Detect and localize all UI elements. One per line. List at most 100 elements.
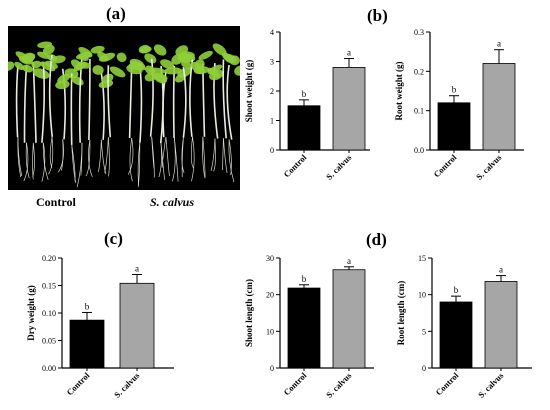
stem xyxy=(227,65,232,140)
category-label: Control xyxy=(433,370,460,397)
root xyxy=(191,137,194,169)
bar-control xyxy=(70,320,104,368)
y-tick-label: 0.15 xyxy=(42,282,56,291)
significance-letter: b xyxy=(85,301,90,311)
panel-label-a: (a) xyxy=(106,5,126,22)
y-tick-label: 0 xyxy=(270,364,274,373)
category-label: Control xyxy=(281,152,308,179)
root xyxy=(108,137,109,176)
leaf xyxy=(115,51,129,65)
panel-label-b: (b) xyxy=(367,7,388,24)
stem xyxy=(174,66,175,138)
bar-treatment xyxy=(485,281,517,368)
root xyxy=(88,140,92,177)
root xyxy=(159,143,162,177)
leaf xyxy=(8,60,16,73)
y-axis-label: Dry weight (g) xyxy=(26,285,36,341)
root xyxy=(130,138,132,181)
panel-label-d: (d) xyxy=(366,231,387,248)
y-tick-label: 0.3 xyxy=(414,28,424,37)
y-tick-label: 5 xyxy=(422,327,426,336)
y-tick-label: 2 xyxy=(270,87,274,96)
root xyxy=(98,140,101,172)
significance-letter: a xyxy=(347,48,351,58)
significance-letter: b xyxy=(454,285,459,295)
y-tick-label: 4 xyxy=(270,28,274,37)
significance-letter: a xyxy=(499,265,503,275)
stem xyxy=(17,65,18,137)
bar-control xyxy=(288,288,320,368)
y-tick-label: 10 xyxy=(266,327,274,336)
y-tick-label: 30 xyxy=(266,254,274,263)
category-label: S. calvus xyxy=(476,370,506,400)
photo-caption-treatment: S. calvus xyxy=(150,196,194,208)
significance-letter: b xyxy=(302,274,307,284)
category-label: S. calvus xyxy=(112,370,142,400)
stem xyxy=(130,66,132,138)
y-tick-label: 0.10 xyxy=(42,309,56,318)
y-tick-label: 3 xyxy=(270,58,274,67)
stem xyxy=(140,64,142,143)
significance-letter: b xyxy=(452,85,457,95)
y-tick-label: 0.0 xyxy=(414,146,424,155)
root xyxy=(105,137,109,173)
category-label: Control xyxy=(281,370,308,397)
root xyxy=(162,137,166,168)
bar-control xyxy=(438,103,470,150)
stem xyxy=(223,59,226,138)
leaf xyxy=(233,64,240,77)
category-label: S. calvus xyxy=(324,370,354,400)
y-tick-label: 0.05 xyxy=(42,337,56,346)
significance-letter: b xyxy=(302,89,307,99)
plant-photo-drawing xyxy=(8,26,240,190)
root xyxy=(166,137,169,176)
leaf xyxy=(152,42,169,58)
leaf xyxy=(55,79,71,90)
category-label: S. calvus xyxy=(324,152,354,182)
leaf xyxy=(143,51,159,65)
root xyxy=(48,137,52,174)
dry-weight-chart: 0.00 0.05 0.10 0.15 0.20 Dry weight (g) b Contr… xyxy=(10,250,190,410)
shoot-length-chart: 0 10 20 30 Shoot length (cm) b Control a S. calv… xyxy=(240,250,390,410)
root xyxy=(128,138,133,174)
root xyxy=(50,137,52,168)
category-label: Control xyxy=(431,152,458,179)
category-label: S. calvus xyxy=(474,152,504,182)
significance-letter: a xyxy=(497,39,501,49)
bar-control xyxy=(288,106,320,150)
bar-treatment xyxy=(333,67,365,150)
significance-letter: a xyxy=(135,264,139,274)
root xyxy=(211,139,215,171)
bar-treatment xyxy=(120,283,154,368)
y-tick-label: 0.00 xyxy=(42,364,56,373)
stem xyxy=(89,59,90,140)
category-label: Control xyxy=(64,370,91,397)
bar-control xyxy=(440,302,472,368)
photo-caption-control: Control xyxy=(36,196,76,208)
y-tick-label: 15 xyxy=(418,254,426,263)
plant-photo xyxy=(8,26,240,190)
leaf xyxy=(92,64,105,75)
y-axis-label: Shoot length (cm) xyxy=(244,279,254,347)
y-tick-label: 10 xyxy=(418,291,426,300)
stem xyxy=(25,65,27,143)
y-tick-label: 0.1 xyxy=(414,107,424,116)
root xyxy=(223,138,224,170)
y-tick-label: 20 xyxy=(266,291,274,300)
y-tick-label: 0 xyxy=(270,146,274,155)
bar-treatment xyxy=(483,63,515,150)
y-axis-label: Root length (cm) xyxy=(396,281,406,346)
bar-treatment xyxy=(333,270,365,368)
root-weight-chart: 0.0 0.1 0.2 0.3 Root weight (g) b Control a S. c… xyxy=(384,28,544,198)
y-tick-label: 0.2 xyxy=(414,67,424,76)
root xyxy=(223,138,227,173)
panel-label-c: (c) xyxy=(104,230,123,247)
significance-letter: a xyxy=(347,256,351,266)
y-tick-label: 0.20 xyxy=(42,254,56,263)
y-axis-label: Root weight (g) xyxy=(394,62,404,121)
stem xyxy=(203,64,205,137)
y-tick-label: 1 xyxy=(270,117,274,126)
y-axis-label: Shoot weight (g) xyxy=(244,60,254,123)
